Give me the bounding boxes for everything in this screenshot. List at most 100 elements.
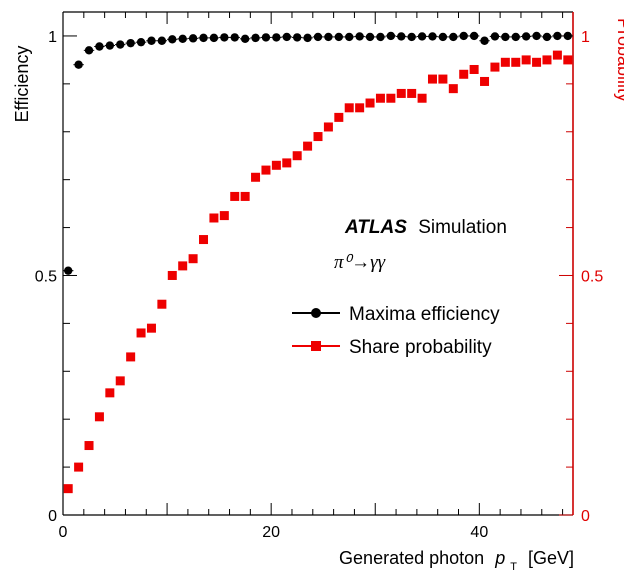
y-right-tick-label: 0 xyxy=(581,508,590,525)
efficiency-point xyxy=(553,31,562,41)
y-axis-right-title: Probability xyxy=(614,18,624,102)
probability-point xyxy=(542,55,552,65)
efficiency-point xyxy=(272,33,281,42)
probability-point xyxy=(63,484,73,494)
efficiency-point xyxy=(345,32,354,42)
efficiency-point xyxy=(292,33,302,42)
efficiency-point xyxy=(365,32,375,42)
x-axis-title-symbol: p xyxy=(494,548,505,568)
efficiency-point xyxy=(105,41,115,50)
efficiency-point xyxy=(459,31,468,41)
efficiency-point xyxy=(282,32,291,42)
x-axis-title-text: Generated photon xyxy=(339,548,484,568)
x-tick-label: 40 xyxy=(470,524,488,541)
efficiency-point xyxy=(521,32,531,41)
probability-point xyxy=(407,88,417,98)
probability-point xyxy=(365,98,375,108)
efficiency-point xyxy=(480,36,489,45)
x-axis-title-subscript: T xyxy=(510,561,517,573)
y-right-tick-label: 0.5 xyxy=(581,268,603,285)
atlas-experiment: ATLAS xyxy=(344,217,407,238)
probability-point xyxy=(490,62,500,72)
y-axis-left-title: Efficiency xyxy=(12,46,32,123)
efficiency-point xyxy=(251,33,260,43)
probability-point xyxy=(105,388,115,398)
efficiency-point xyxy=(407,32,416,42)
probability-point xyxy=(375,93,385,103)
probability-point xyxy=(146,323,156,333)
probability-point xyxy=(480,76,490,86)
efficiency-point xyxy=(334,32,344,42)
probability-point xyxy=(240,191,250,201)
efficiency-point xyxy=(220,33,229,42)
plot-frame xyxy=(62,11,574,516)
probability-point xyxy=(261,165,271,175)
probability-point xyxy=(469,64,479,74)
probability-point xyxy=(459,69,469,79)
probability-point xyxy=(417,93,427,103)
efficiency-point xyxy=(126,38,135,48)
efficiency-point xyxy=(428,32,437,41)
probability-point xyxy=(271,160,281,170)
y-right-tick-label: 1 xyxy=(581,29,590,46)
y-left-tick-label: 1 xyxy=(48,29,57,46)
probability-point xyxy=(84,441,94,451)
efficiency-point xyxy=(324,32,333,42)
probability-point xyxy=(448,84,458,94)
efficiency-point xyxy=(147,36,156,45)
atlas-simulation: Simulation xyxy=(418,217,507,238)
efficiency-point xyxy=(438,32,448,42)
probability-point xyxy=(251,172,261,182)
efficiency-point xyxy=(178,34,187,44)
legend-efficiency-marker xyxy=(311,308,321,318)
efficiency-point xyxy=(355,32,364,41)
efficiency-point xyxy=(188,34,198,43)
efficiency-point xyxy=(542,32,552,42)
probability-point xyxy=(396,88,406,98)
process-label: π⁰→γγ xyxy=(334,252,386,273)
efficiency-point xyxy=(449,32,458,42)
x-tick-label: 0 xyxy=(59,524,68,541)
legend-efficiency-label: Maxima efficiency xyxy=(349,304,500,325)
efficiency-point xyxy=(74,60,83,69)
probability-point xyxy=(344,103,354,113)
x-axis-title: Generated photon p T [GeV] xyxy=(339,548,574,574)
probability-point xyxy=(334,112,344,122)
efficiency-point xyxy=(261,33,271,42)
efficiency-point xyxy=(376,32,385,42)
efficiency-point xyxy=(303,33,312,43)
legend-probability-marker xyxy=(311,341,321,351)
efficiency-point xyxy=(95,42,104,51)
x-tick-label: 20 xyxy=(262,524,280,541)
y-left-tick-label: 0.5 xyxy=(35,268,57,285)
probability-point xyxy=(219,211,229,221)
x-axis-title-unit: [GeV] xyxy=(528,548,574,568)
efficiency-point xyxy=(230,33,239,42)
atlas-label: ATLAS Simulation xyxy=(344,217,507,238)
efficiency-point xyxy=(490,32,500,41)
probability-point xyxy=(94,412,104,422)
efficiency-point xyxy=(116,40,125,49)
legend: Maxima efficiency Share probability xyxy=(292,304,500,358)
efficiency-point xyxy=(64,266,73,275)
probability-point xyxy=(500,57,510,67)
series-share-probability xyxy=(63,50,573,494)
probability-point xyxy=(115,376,125,386)
probability-point xyxy=(438,74,448,84)
efficiency-point xyxy=(469,31,479,41)
probability-point xyxy=(532,57,542,67)
probability-point xyxy=(521,55,531,65)
probability-point xyxy=(178,261,188,271)
efficiency-point xyxy=(84,46,94,55)
probability-point xyxy=(313,132,323,142)
efficiency-point xyxy=(563,31,572,41)
efficiency-point xyxy=(386,31,396,41)
efficiency-point xyxy=(168,35,177,44)
efficiency-point xyxy=(532,31,541,41)
probability-point xyxy=(303,141,313,151)
probability-point xyxy=(136,328,146,338)
efficiency-point xyxy=(397,32,406,41)
probability-point xyxy=(355,103,365,113)
probability-point xyxy=(74,462,84,472)
